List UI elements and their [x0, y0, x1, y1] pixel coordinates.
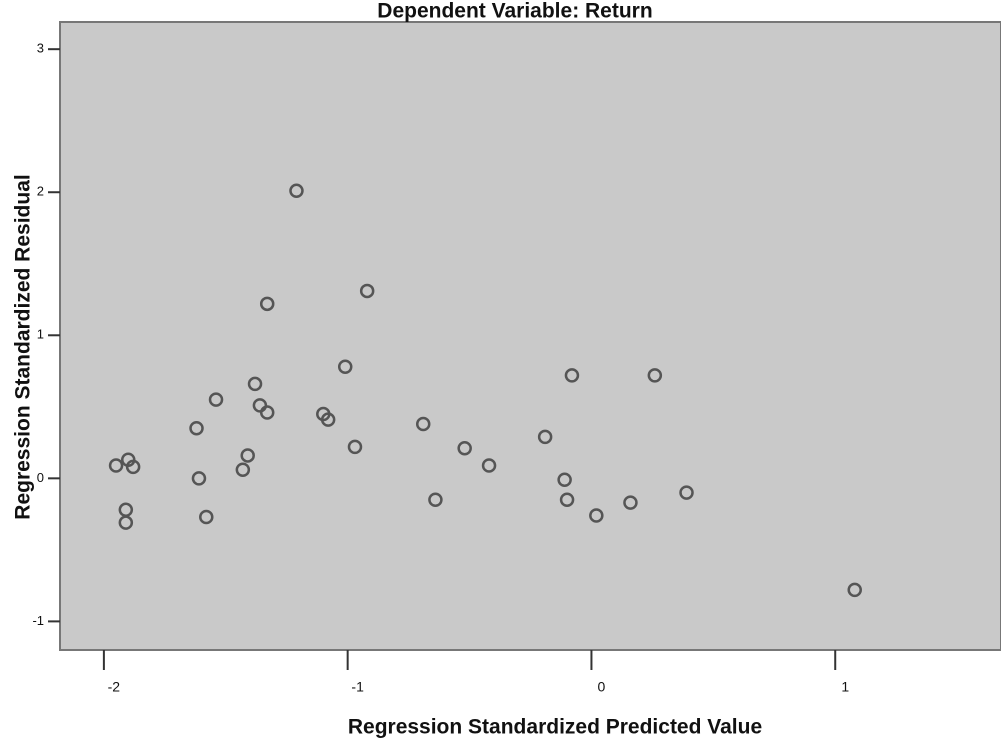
- y-tick-label: 3: [37, 41, 44, 56]
- x-tick-label: 1: [841, 679, 849, 695]
- plot-area: [60, 22, 1001, 650]
- y-tick-label: 1: [37, 327, 44, 342]
- chart: Dependent Variable: Return Regression St…: [0, 0, 1001, 743]
- x-axis-label: Regression Standardized Predicted Value: [348, 716, 762, 739]
- x-tick-label: -1: [351, 679, 364, 695]
- y-tick-label: 2: [37, 184, 44, 199]
- x-tick-label: -2: [108, 679, 121, 695]
- y-tick-label: -1: [32, 613, 44, 628]
- y-tick-label: 0: [37, 470, 44, 485]
- chart-title: Dependent Variable: Return: [377, 0, 652, 23]
- y-axis-label: Regression Standardized Residual: [12, 174, 35, 519]
- x-tick-label: 0: [598, 679, 606, 695]
